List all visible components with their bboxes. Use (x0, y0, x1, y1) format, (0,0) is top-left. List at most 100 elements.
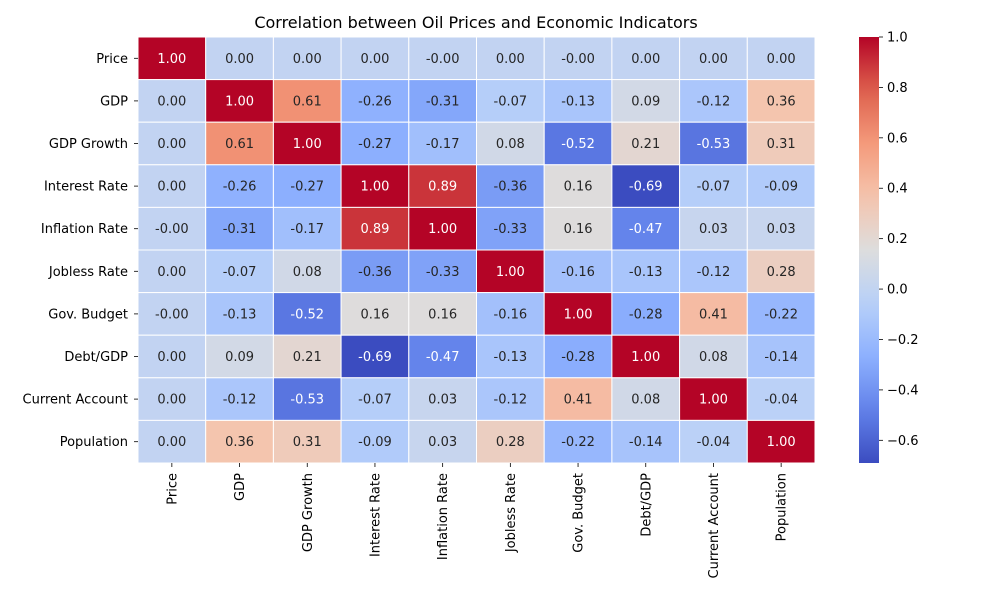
heatmap-cell (746, 292, 816, 336)
cell-value-label: -0.04 (764, 393, 798, 408)
colorbar-tick-label: 0.8 (887, 81, 908, 96)
heatmap-cell (611, 206, 681, 251)
cell-value-label: 0.00 (157, 350, 186, 365)
heatmap-cell (611, 419, 681, 464)
cell-value-label: -0.28 (561, 350, 595, 365)
cell-value-label: -0.12 (494, 393, 528, 408)
heatmap-cell (340, 292, 410, 336)
cell-value-label: -0.12 (697, 265, 731, 280)
cell-value-label: 1.00 (631, 350, 660, 365)
column-label: Inflation Rate (436, 473, 451, 560)
row-label: Interest Rate (44, 180, 128, 195)
heatmap-cell (611, 292, 681, 336)
cell-value-label: -0.53 (697, 137, 731, 152)
heatmap-cell (476, 419, 545, 464)
cell-value-label: 0.36 (767, 94, 796, 109)
heatmap-cell (746, 79, 816, 123)
heatmap-cell (543, 419, 613, 464)
cell-value-label: 0.89 (428, 180, 457, 195)
row-labels: Price GDP GDP Growth Interest Rate Inflation… (23, 52, 138, 450)
cell-value-label: 0.28 (767, 265, 796, 280)
cell-value-label: -0.26 (358, 94, 392, 109)
heatmap-cell (679, 121, 748, 166)
colorbar-gradient (859, 37, 879, 463)
heatmap-cell (679, 292, 748, 336)
cell-value-label: -0.09 (764, 180, 798, 195)
cell-value-label: 0.00 (157, 435, 186, 450)
cell-value-label: -0.07 (697, 180, 731, 195)
cell-value-label: -0.69 (629, 180, 663, 195)
heatmap-cell (408, 249, 477, 294)
heatmap-cell (746, 206, 816, 251)
cell-value-label: 0.28 (496, 435, 525, 450)
cell-value-label: 0.00 (157, 94, 186, 109)
heatmap-cell (746, 164, 816, 208)
heatmap-cell (476, 292, 545, 336)
heatmap-cell (543, 334, 613, 379)
cell-value-label: 0.09 (225, 350, 254, 365)
cell-value-label: -0.52 (561, 137, 595, 152)
cell-value-label: -0.07 (358, 393, 392, 408)
column-labels: Price GDP GDP Growth Interest Rate Inflation… (165, 463, 790, 578)
row-label: GDP (100, 94, 128, 109)
chart-title: Correlation between Oil Prices and Econo… (254, 13, 697, 32)
heatmap-cell (340, 79, 410, 123)
heatmap-cell (205, 121, 274, 166)
cell-value-label: 0.21 (631, 137, 660, 152)
cell-value-label: 0.03 (428, 435, 457, 450)
heatmap-cell (611, 121, 681, 166)
heatmap-cell (679, 79, 748, 123)
cell-value-label: -0.27 (290, 180, 324, 195)
cell-value-label: -0.27 (358, 137, 392, 152)
cell-value-label: -0.13 (223, 307, 257, 322)
heatmap-cell (543, 292, 613, 336)
cell-value-label: 0.16 (360, 307, 389, 322)
row-label: Debt/GDP (64, 350, 128, 365)
cell-value-label: -0.14 (629, 435, 663, 450)
cell-value-label: -0.00 (426, 52, 460, 67)
colorbar-tick-label: −0.4 (887, 383, 919, 398)
cell-value-label: 0.08 (631, 393, 660, 408)
column-label: Jobless Rate (504, 473, 519, 553)
cell-value-label: 0.00 (360, 52, 389, 67)
heatmap-cell (272, 249, 342, 294)
cell-value-label: -0.28 (629, 307, 663, 322)
heatmap-cell (408, 206, 477, 251)
heatmap-cell (137, 36, 207, 81)
cell-value-label: 1.00 (225, 94, 254, 109)
cell-value-label: -0.07 (223, 265, 257, 280)
cell-value-label: -0.53 (290, 393, 324, 408)
cell-value-label: 0.00 (157, 180, 186, 195)
heatmap-cell (476, 79, 545, 123)
cell-value-label: -0.22 (764, 307, 798, 322)
heatmap-cell (746, 334, 816, 379)
cell-value-label: -0.22 (561, 435, 595, 450)
cell-value-label: -0.13 (494, 350, 528, 365)
cell-value-label: 0.03 (767, 222, 796, 237)
cell-value-label: -0.16 (494, 307, 528, 322)
row-label: Population (60, 435, 128, 450)
colorbar-tick-label: −0.2 (887, 333, 919, 348)
column-label: Interest Rate (368, 473, 383, 557)
heatmap-cell (543, 206, 613, 251)
heatmap-cell (746, 419, 816, 464)
cell-value-label: 0.31 (293, 435, 322, 450)
cell-value-label: -0.12 (223, 393, 257, 408)
heatmap-cell (137, 419, 207, 464)
cell-value-label: 1.00 (428, 222, 457, 237)
heatmap-cell (205, 36, 274, 81)
cell-value-label: 0.61 (293, 94, 322, 109)
cell-value-label: 0.21 (293, 350, 322, 365)
heatmap-cell (611, 377, 681, 421)
cell-value-label: 0.89 (360, 222, 389, 237)
heatmap-cell (679, 377, 748, 421)
heatmap-cell (543, 79, 613, 123)
heatmap-cell (205, 334, 274, 379)
cell-value-label: 0.41 (564, 393, 593, 408)
cell-value-label: -0.12 (697, 94, 731, 109)
heatmap-cell (543, 164, 613, 208)
cell-value-label: 0.08 (293, 265, 322, 280)
heatmap-cell (272, 206, 342, 251)
heatmap-cell (611, 36, 681, 81)
column-label: GDP Growth (301, 473, 316, 552)
